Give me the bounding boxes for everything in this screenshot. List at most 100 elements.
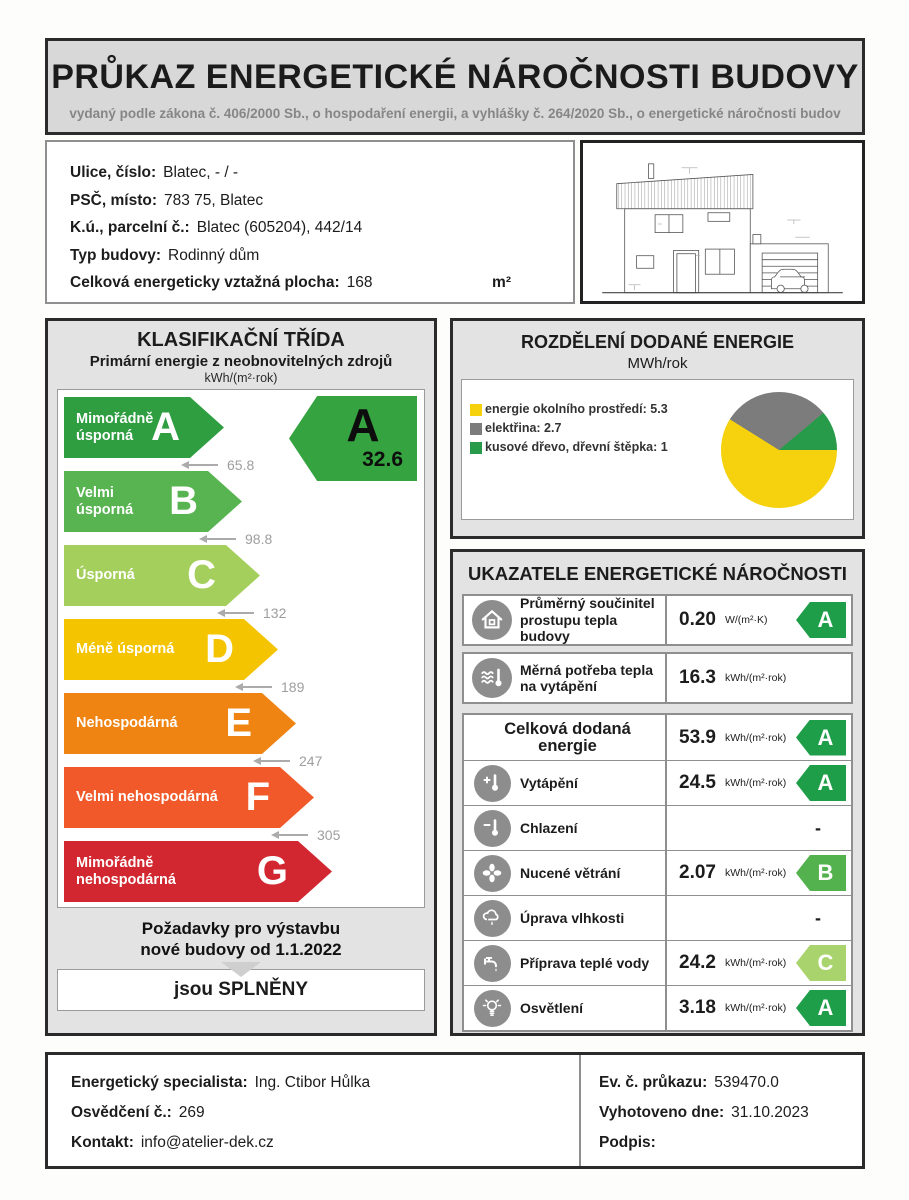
footer-row: Energetický specialista: Ing. Ctibor Hůlk… bbox=[71, 1068, 579, 1098]
header-box: PRŮKAZ ENERGETICKÉ NÁROČNOSTI BUDOVY vyd… bbox=[45, 38, 865, 135]
indicator-value: - bbox=[815, 907, 821, 928]
indicator-row-total: Celková dodaná energie 53.9 kWh/(m²·rok)… bbox=[464, 715, 851, 760]
energy-split-panel: energie okolního prostředí: 5.3 elektřin… bbox=[461, 379, 854, 520]
indicator-row: Chlazení - bbox=[464, 805, 851, 850]
legend-text: elektřina: 2.7 bbox=[485, 421, 562, 435]
class-badge: B bbox=[796, 855, 846, 891]
legend-item: kusové dřevo, dřevní štěpka: 1 bbox=[470, 438, 721, 457]
field-value: Rodinný dům bbox=[168, 246, 260, 264]
indicator-value: 3.18 bbox=[679, 997, 716, 1018]
class-label: Úsporná bbox=[76, 567, 135, 583]
class-label: Nehospodárná bbox=[76, 715, 178, 731]
field-label: Vyhotoveno dne: bbox=[599, 1104, 725, 1121]
class-letter: G bbox=[256, 848, 288, 893]
house-icon bbox=[464, 600, 520, 640]
indicator-value-cell: 0.20 W/(m²·K) A bbox=[665, 596, 851, 644]
class-row-g: Mimořádně nehospodárná G bbox=[64, 841, 424, 902]
class-arrow-f: Velmi nehospodárná F bbox=[64, 767, 314, 828]
energy-split-unit: MWh/rok bbox=[627, 355, 688, 372]
class-threshold: 98.8 bbox=[199, 530, 424, 547]
class-badge: A bbox=[796, 719, 846, 756]
indicator-label: Příprava teplé vody bbox=[520, 954, 650, 971]
class-arrow-b: Velmi úsporná B bbox=[64, 471, 242, 532]
field-label: Ulice, číslo: bbox=[70, 164, 157, 181]
indicator-row: Osvětlení 3.18 kWh/(m²·rok) A bbox=[464, 985, 851, 1030]
field-label: Podpis: bbox=[599, 1134, 656, 1151]
class-arrow-d: Méně úsporná D bbox=[64, 619, 278, 680]
hot-water-icon bbox=[464, 944, 520, 982]
indicator-label: Úprava vlhkosti bbox=[520, 909, 625, 926]
threshold-value: 247 bbox=[299, 752, 323, 769]
building-info-row: Ulice, číslo: Blatec, - / - bbox=[70, 159, 573, 187]
class-label: Velmi úsporná bbox=[76, 484, 134, 518]
indicator-label: Chlazení bbox=[520, 819, 578, 836]
requirements-label: Požadavky pro výstavbu nové budovy od 1.… bbox=[140, 919, 342, 959]
indicator-unit: kWh/(m²·rok) bbox=[724, 867, 787, 879]
class-row-c: Úsporná C 132 bbox=[64, 545, 424, 621]
threshold-value: 305 bbox=[317, 826, 341, 843]
fan-icon bbox=[464, 854, 520, 892]
class-arrow-c: Úsporná C bbox=[64, 545, 260, 606]
indicator-value-cell: - bbox=[665, 896, 851, 940]
class-label: Mimořádně nehospodárná bbox=[76, 854, 176, 888]
indicators-rows: Průměrný součinitel prostupu tepla budov… bbox=[462, 594, 853, 1032]
field-value: Ing. Ctibor Hůlka bbox=[254, 1074, 371, 1091]
indicator-value: 16.3 bbox=[679, 667, 716, 688]
result-class-value: 32.6 bbox=[362, 447, 403, 471]
class-label: Mimořádně úsporná bbox=[76, 410, 154, 444]
class-row-f: Velmi nehospodárná F 305 bbox=[64, 767, 424, 843]
building-info-row: Typ budovy: Rodinný dům bbox=[70, 242, 573, 270]
indicator-label: Měrná potřeba tepla na vytápění bbox=[520, 661, 654, 695]
heating-icon bbox=[464, 764, 520, 802]
classification-box: KLASIFIKAČNÍ TŘÍDA Primární energie z ne… bbox=[45, 318, 437, 1036]
pie-legend: energie okolního prostředí: 5.3 elektřin… bbox=[462, 396, 721, 503]
legend-swatch bbox=[470, 403, 482, 416]
indicator-row: Průměrný součinitel prostupu tepla budov… bbox=[462, 594, 853, 646]
footer-right-column: Ev. č. průkazu: 539470.0 Vyhotoveno dne: 3… bbox=[581, 1055, 862, 1166]
class-letter: F bbox=[245, 774, 270, 819]
indicator-unit: kWh/(m²·rok) bbox=[724, 672, 787, 684]
pointer-down-icon bbox=[221, 962, 261, 977]
indicator-value-cell: 16.3 kWh/(m²·rok) bbox=[665, 654, 851, 702]
indicator-value: - bbox=[815, 817, 821, 838]
classification-unit: kWh/(m²·rok) bbox=[204, 371, 278, 385]
result-class-arrow: A 32.6 bbox=[289, 396, 417, 481]
footer-box: Energetický specialista: Ing. Ctibor Hůlk… bbox=[45, 1052, 865, 1169]
class-letter: B bbox=[169, 478, 198, 523]
field-label: Osvědčení č.: bbox=[71, 1104, 172, 1121]
indicator-row: Nucené větrání 2.07 kWh/(m²·rok) B bbox=[464, 850, 851, 895]
field-label: K.ú., parcelní č.: bbox=[70, 219, 190, 236]
classification-subtitle: Primární energie z neobnovitelných zdroj… bbox=[89, 353, 393, 370]
field-value: 168 bbox=[346, 274, 373, 291]
class-arrow-g: Mimořádně nehospodárná G bbox=[64, 841, 332, 902]
indicators-table: Celková dodaná energie 53.9 kWh/(m²·rok)… bbox=[462, 713, 853, 1032]
legend-item: elektřina: 2.7 bbox=[470, 419, 721, 438]
indicators-box: UKAZATELE ENERGETICKÉ NÁROČNOSTI Průměrn… bbox=[450, 549, 865, 1036]
indicator-value-cell: 3.18 kWh/(m²·rok) A bbox=[665, 986, 851, 1030]
class-threshold: 132 bbox=[217, 604, 424, 621]
legend-swatch bbox=[470, 441, 482, 454]
humidity-icon bbox=[464, 899, 520, 937]
indicator-value-cell: 24.5 kWh/(m²·rok) A bbox=[665, 761, 851, 805]
class-badge: C bbox=[796, 945, 846, 981]
left-arrow-icon bbox=[217, 608, 254, 617]
indicator-label: Osvětlení bbox=[520, 999, 584, 1016]
class-badge: A bbox=[796, 765, 846, 801]
indicator-value: 53.9 bbox=[679, 726, 716, 748]
class-label: Velmi nehospodárná bbox=[76, 789, 218, 805]
classification-title: KLASIFIKAČNÍ TŘÍDA bbox=[137, 329, 345, 351]
footer-left-column: Energetický specialista: Ing. Ctibor Hůlk… bbox=[48, 1055, 581, 1166]
threshold-value: 132 bbox=[263, 604, 287, 621]
indicator-unit: kWh/(m²·rok) bbox=[724, 731, 787, 744]
indicator-unit: W/(m²·K) bbox=[724, 614, 768, 626]
indicator-row: Měrná potřeba tepla na vytápění 16.3 kWh… bbox=[462, 652, 853, 704]
threshold-value: 65.8 bbox=[227, 456, 255, 473]
class-arrow-e: Nehospodárná E bbox=[64, 693, 296, 754]
field-value: 783 75, Blatec bbox=[163, 191, 264, 209]
threshold-value: 98.8 bbox=[245, 530, 273, 547]
cooling-icon bbox=[464, 809, 520, 847]
heating-demand-icon bbox=[464, 658, 520, 698]
legend-item: energie okolního prostředí: 5.3 bbox=[470, 400, 721, 419]
field-value: 269 bbox=[178, 1104, 205, 1121]
class-row-d: Méně úsporná D 189 bbox=[64, 619, 424, 695]
